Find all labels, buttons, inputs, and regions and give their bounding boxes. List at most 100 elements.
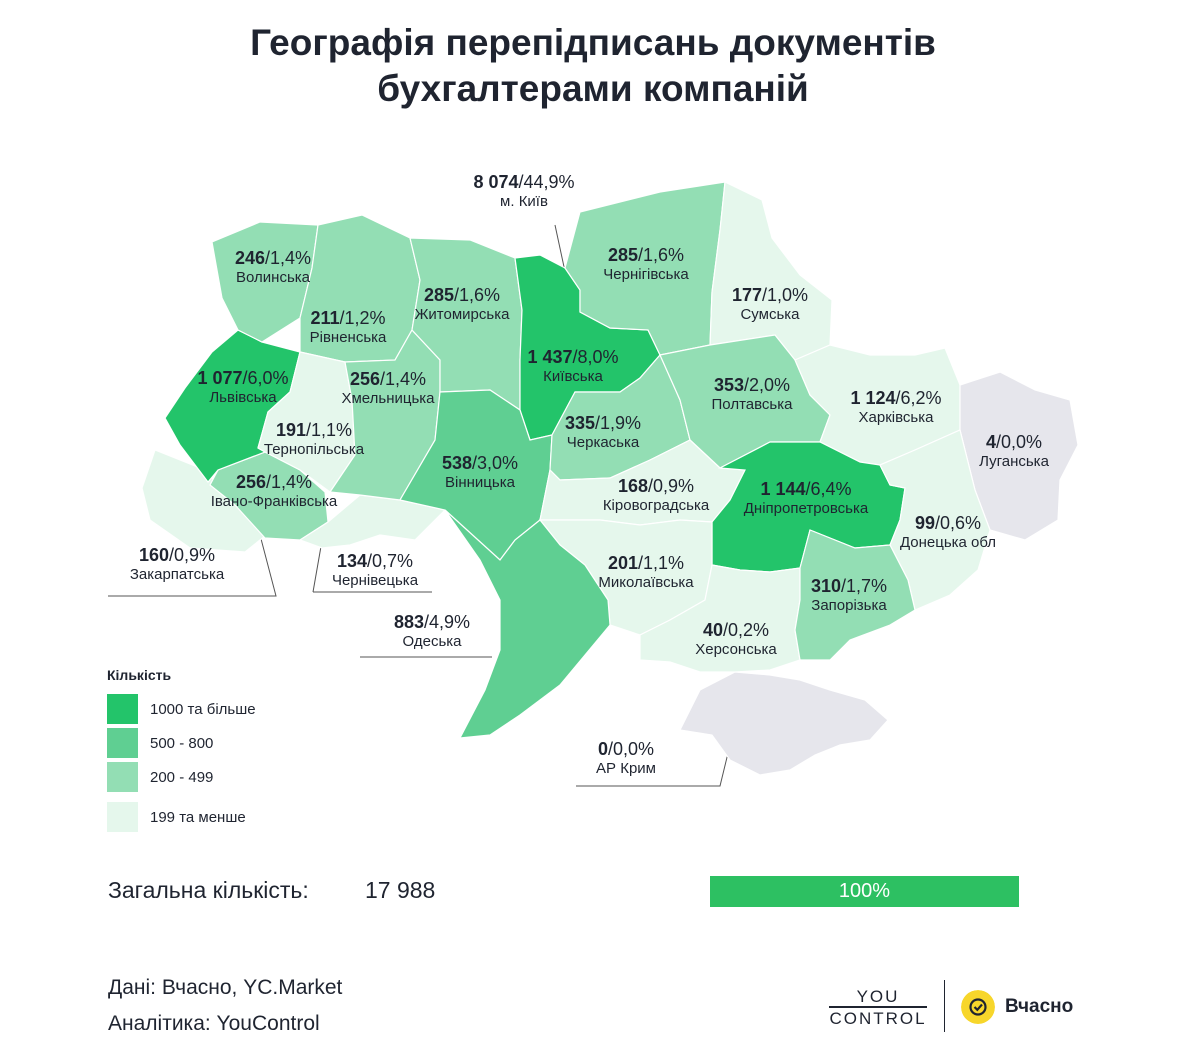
region-name: Хмельницька bbox=[341, 389, 435, 407]
region-share: /1,6% bbox=[454, 285, 501, 305]
region-value: 40/0,2% bbox=[695, 620, 777, 641]
region-count: 191 bbox=[275, 420, 307, 440]
region-value: 246/1,4% bbox=[235, 248, 311, 269]
legend-label: 200 - 499 bbox=[150, 768, 214, 786]
region-value: 8 074/44,9% bbox=[473, 172, 574, 193]
region-count: 310 bbox=[810, 576, 842, 596]
region-share: /2,0% bbox=[744, 375, 791, 395]
region-count: 211 bbox=[310, 308, 340, 328]
region-count: 335 bbox=[564, 413, 596, 433]
region-name: Херсонська bbox=[695, 640, 777, 658]
region-count: 285 bbox=[607, 245, 639, 265]
legend-label: 199 та менше bbox=[150, 808, 246, 826]
region-name: Одеська bbox=[402, 632, 462, 650]
region-share: /6,0% bbox=[242, 368, 289, 388]
region-share: /1,7% bbox=[841, 576, 888, 596]
region-value: 256/1,4% bbox=[341, 369, 434, 390]
region-name: Київська bbox=[543, 367, 603, 385]
region-name: Вінницька bbox=[445, 473, 515, 491]
region-label-crimea: 0/0,0% АР Крим bbox=[596, 739, 656, 777]
region-label-kyivska: 1 437/8,0% Київська bbox=[527, 347, 618, 385]
region-share: /8,0% bbox=[572, 347, 619, 367]
region-count: 134 bbox=[336, 551, 367, 571]
region-count: 1 437 bbox=[527, 347, 573, 367]
region-name: Львівська bbox=[209, 388, 277, 406]
logo-divider bbox=[944, 980, 945, 1032]
region-value: 1 124/6,2% bbox=[850, 388, 941, 409]
region-name: Закарпатська bbox=[129, 565, 225, 583]
region-label-dnipropetrovska: 1 144/6,4% Дніпропетровська bbox=[744, 479, 868, 517]
region-value: 160/0,9% bbox=[130, 545, 224, 566]
region-share: /6,2% bbox=[895, 388, 942, 408]
region-value: 99/0,6% bbox=[900, 513, 996, 534]
legend-swatch bbox=[107, 802, 138, 832]
region-value: 4/0,0% bbox=[979, 432, 1049, 453]
region-label-rivnenska: 211/1,2% Рівненська bbox=[310, 308, 387, 346]
legend-swatch bbox=[107, 762, 138, 792]
region-share: /0,6% bbox=[935, 513, 982, 533]
region-count: 256 bbox=[349, 369, 381, 389]
region-sumska bbox=[709, 181, 833, 361]
region-label-vinnytska: 538/3,0% Вінницька bbox=[442, 453, 518, 491]
region-name: Рівненська bbox=[309, 328, 387, 346]
region-label-luhanska: 4/0,0% Луганська bbox=[979, 432, 1049, 470]
region-name: Черкаська bbox=[566, 433, 640, 451]
region-name: Харківська bbox=[858, 408, 934, 426]
region-name: Луганська bbox=[979, 452, 1049, 470]
region-value: 211/1,2% bbox=[310, 308, 387, 329]
region-label-chernivetska: 134/0,7% Чернівецька bbox=[332, 551, 418, 589]
vchasno-logo-icon bbox=[961, 990, 995, 1024]
region-share: /1,0% bbox=[762, 285, 809, 305]
region-share: /1,1% bbox=[306, 420, 353, 440]
region-name: м. Київ bbox=[500, 192, 548, 210]
region-count: 0 bbox=[597, 739, 608, 759]
region-value: 177/1,0% bbox=[732, 285, 808, 306]
region-share: /0,7% bbox=[367, 551, 414, 571]
region-name: Дніпропетровська bbox=[743, 499, 869, 517]
youcontrol-logo: YOU CONTROL bbox=[828, 987, 928, 1028]
region-share: /1,2% bbox=[339, 308, 386, 328]
region-value: 256/1,4% bbox=[211, 472, 338, 493]
region-count: 177 bbox=[731, 285, 763, 305]
region-crimea bbox=[679, 671, 889, 776]
region-name: Чернігівська bbox=[603, 265, 689, 283]
region-share: /0,9% bbox=[169, 545, 216, 565]
region-value: 168/0,9% bbox=[603, 476, 709, 497]
region-value: 883/4,9% bbox=[394, 612, 470, 633]
region-value: 1 077/6,0% bbox=[197, 368, 288, 389]
legend-swatch bbox=[107, 694, 138, 724]
region-odeska bbox=[444, 509, 611, 739]
region-name: Кіровоградська bbox=[602, 496, 710, 514]
region-label-donetska: 99/0,6% Донецька обл bbox=[900, 513, 996, 551]
region-count: 4 bbox=[985, 432, 996, 452]
region-share: /1,4% bbox=[266, 472, 313, 492]
region-name: Тернопільська bbox=[263, 440, 365, 458]
title-line-1: Географія перепідписань документів bbox=[250, 22, 936, 63]
total-label: Загальна кількість: bbox=[108, 877, 309, 903]
region-donetska bbox=[879, 429, 991, 611]
region-share: /44,9% bbox=[518, 172, 575, 192]
region-count: 246 bbox=[234, 248, 266, 268]
region-share: /0,9% bbox=[648, 476, 695, 496]
credits-data: Дані: Вчасно, YC.Market bbox=[108, 976, 343, 999]
region-label-zhytomyrska: 285/1,6% Житомирська bbox=[415, 285, 510, 323]
region-count: 168 bbox=[617, 476, 649, 496]
region-label-ternopilska: 191/1,1% Тернопільська bbox=[264, 420, 364, 458]
region-name: Житомирська bbox=[414, 305, 510, 323]
region-label-poltavska: 353/2,0% Полтавська bbox=[712, 375, 793, 413]
region-name: Донецька обл bbox=[899, 533, 997, 551]
legend-swatch bbox=[107, 728, 138, 758]
region-share: /0,2% bbox=[722, 620, 770, 640]
region-count: 1 144 bbox=[760, 479, 806, 499]
region-count: 538 bbox=[441, 453, 473, 473]
leader-line-crimea bbox=[576, 744, 731, 787]
region-share: /1,4% bbox=[265, 248, 312, 268]
legend-title: Кількість bbox=[107, 667, 172, 683]
region-label-lvivska: 1 077/6,0% Львівська bbox=[197, 368, 288, 406]
region-label-cherkaska: 335/1,9% Черкаська bbox=[565, 413, 641, 451]
region-label-mykolaivska: 201/1,1% Миколаївська bbox=[598, 553, 693, 591]
region-label-chernihivska: 285/1,6% Чернігівська bbox=[603, 245, 688, 283]
region-name: Полтавська bbox=[711, 395, 793, 413]
region-count: 256 bbox=[235, 472, 266, 492]
region-label-kirovohradska: 168/0,9% Кіровоградська bbox=[603, 476, 709, 514]
